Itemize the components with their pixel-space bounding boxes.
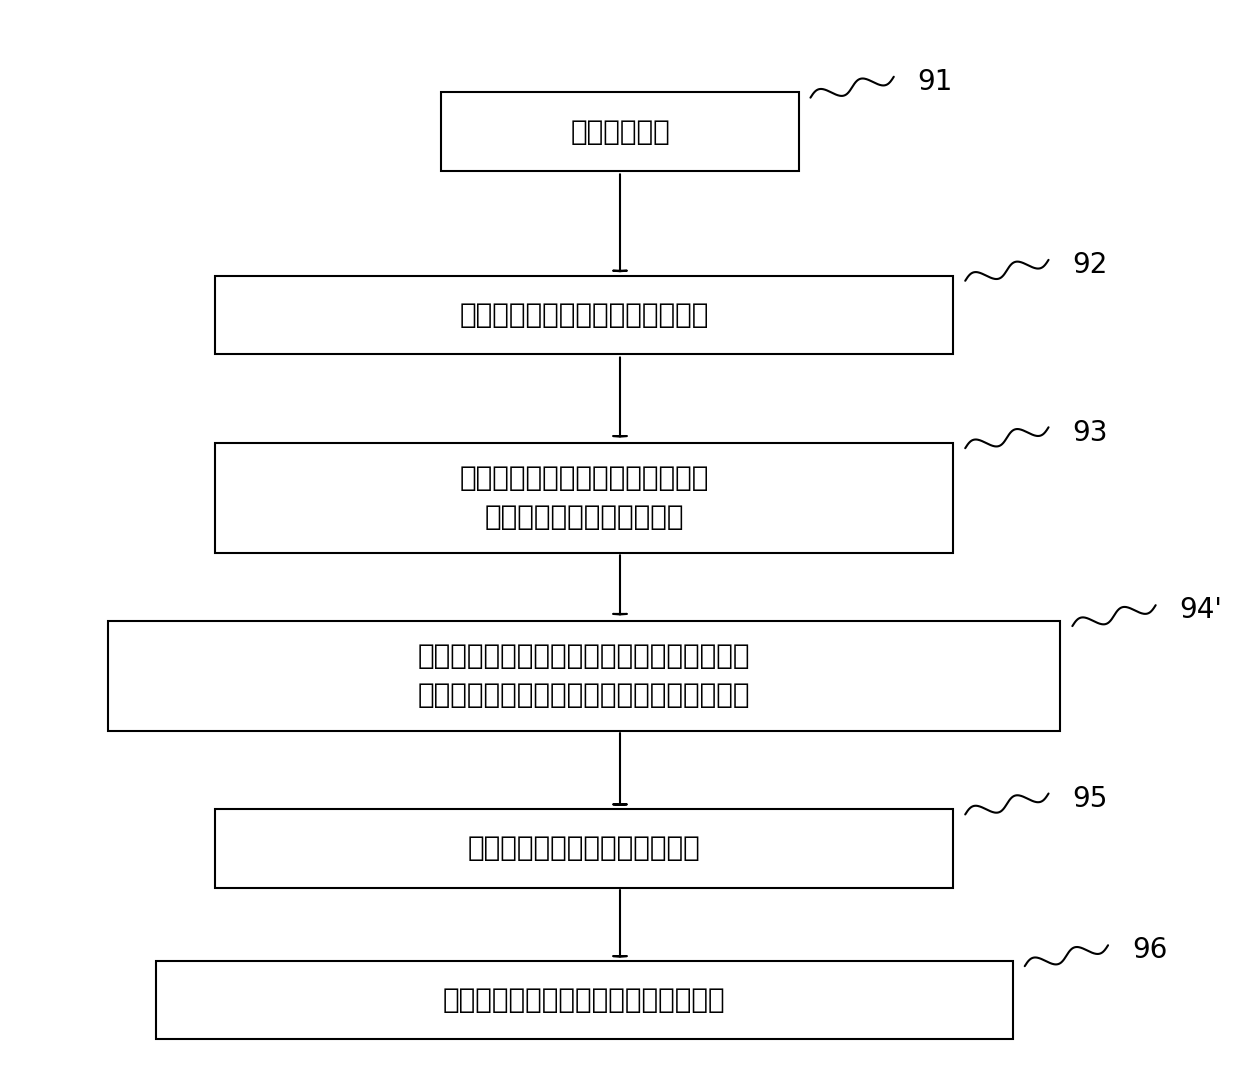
FancyBboxPatch shape [216, 276, 954, 354]
Text: 将所述相容剂与所述热塑性塑料粒先混合并加
热融化后，再喷涂于所述碎布上而形成混合物: 将所述相容剂与所述热塑性塑料粒先混合并加 热融化后，再喷涂于所述碎布上而形成混合… [418, 642, 750, 710]
Text: 96: 96 [1132, 936, 1167, 965]
Text: 91: 91 [918, 68, 954, 96]
Text: 94': 94' [1179, 596, 1223, 625]
Text: 准备回收布料: 准备回收布料 [570, 118, 670, 146]
Text: 92: 92 [1073, 251, 1107, 279]
FancyBboxPatch shape [216, 443, 954, 553]
FancyBboxPatch shape [108, 621, 1060, 730]
Text: 93: 93 [1073, 419, 1107, 447]
FancyBboxPatch shape [216, 809, 954, 887]
Text: 准备热塑性塑料粒，及含有串水官
能基与疏水官能基之相容剂: 准备热塑性塑料粒，及含有串水官 能基与疏水官能基之相容剂 [460, 464, 709, 532]
FancyBboxPatch shape [441, 93, 799, 171]
Text: 将所述半成品造粒并形成数个含塑料粒: 将所述半成品造粒并形成数个含塑料粒 [443, 986, 725, 1014]
Text: 将所述混合物成团并形成半成品: 将所述混合物成团并形成半成品 [467, 835, 701, 862]
Text: 粉碎所述回收布料并形成数个碎布: 粉碎所述回收布料并形成数个碎布 [460, 301, 709, 329]
Text: 95: 95 [1073, 785, 1107, 813]
FancyBboxPatch shape [156, 961, 1013, 1040]
